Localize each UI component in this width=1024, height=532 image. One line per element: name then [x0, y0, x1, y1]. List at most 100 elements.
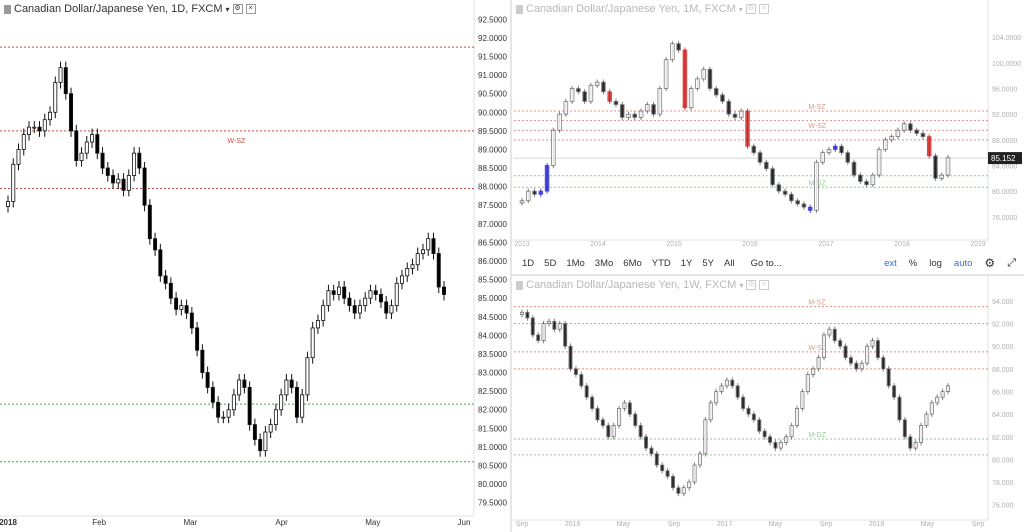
candle-body	[544, 165, 550, 192]
candle-body	[590, 396, 595, 409]
candle-body	[892, 385, 897, 398]
range-button[interactable]: 5D	[544, 257, 557, 269]
symbol-icon	[4, 4, 11, 14]
close-box-icon[interactable]: ×	[758, 4, 769, 14]
candle-body	[519, 311, 525, 316]
range-button[interactable]: All	[724, 257, 735, 269]
expand-icon[interactable]: ⤢	[1007, 256, 1016, 269]
price-tick-label: 104.0000	[992, 35, 1021, 42]
chevron-down-icon[interactable]: ▾	[739, 280, 744, 290]
price-tick-label: 88.000	[992, 367, 1014, 374]
candle-body	[821, 334, 826, 358]
candle-body	[289, 379, 294, 388]
price-tick-label: 84.5000	[478, 313, 507, 322]
price-tick-label: 90.0000	[478, 108, 507, 117]
chevron-down-icon[interactable]: ▾	[738, 4, 743, 14]
candle-body	[676, 43, 681, 51]
range-button[interactable]: 1Y	[680, 257, 693, 269]
candle-body	[645, 104, 650, 112]
candle-body	[811, 368, 816, 375]
close-box-icon[interactable]: ×	[759, 280, 770, 290]
candle-body	[626, 113, 631, 118]
symbol-icon	[516, 280, 523, 290]
horizontal-divider[interactable]	[512, 274, 1024, 276]
candle-body	[707, 68, 713, 89]
candle-body	[638, 425, 643, 438]
candle-body	[384, 301, 389, 314]
range-button[interactable]: 3Mo	[594, 257, 614, 269]
candle-body	[633, 413, 638, 426]
price-tick-label: 88.5000	[478, 164, 507, 173]
time-tick-label: 2016	[565, 521, 581, 528]
price-tick-label: 89.5000	[478, 127, 507, 136]
range-button[interactable]: 1D	[522, 257, 535, 269]
candle-body	[373, 290, 378, 295]
monthly-chart-panel[interactable]: 104.0000 100.0000 96.0000 92.0000 88.0000 84.…	[512, 0, 1024, 254]
candle-body	[703, 419, 708, 455]
price-tick-label: 84.000	[992, 412, 1014, 419]
zone-label: M-SZ	[808, 300, 826, 307]
gear-icon[interactable]: ⚙	[984, 256, 996, 270]
candle-body	[363, 297, 368, 307]
auto-toggle[interactable]: auto	[953, 257, 973, 269]
candle-body	[945, 157, 951, 176]
time-tick-label: 2015	[666, 241, 682, 248]
chevron-down-icon[interactable]: ▾	[225, 4, 230, 14]
candle-body	[32, 126, 37, 129]
candle-body	[695, 78, 700, 89]
monthly-chart[interactable]: 104.0000 100.0000 96.0000 92.0000 88.0000 84.…	[512, 0, 1024, 254]
vertical-divider[interactable]	[510, 0, 512, 532]
daily-chart-panel[interactable]: 92.5000 92.0000 91.5000 91.0000 90.5000 90.00…	[0, 0, 510, 532]
time-tick-label: Feb	[92, 518, 106, 527]
candle-body	[708, 402, 713, 421]
log-toggle[interactable]: log	[929, 257, 942, 269]
candle-body	[870, 174, 876, 186]
candle-body	[189, 312, 194, 329]
percent-toggle[interactable]: %	[908, 257, 918, 269]
range-button[interactable]: YTD	[651, 257, 671, 269]
price-tick-label: 86.000	[992, 390, 1014, 397]
weekly-chart-panel[interactable]: 94.000 92.000 90.000 88.000 86.000 84.000 82.0…	[512, 276, 1024, 532]
candle-body	[442, 286, 446, 295]
settings-box-icon[interactable]: ⚙	[745, 4, 756, 14]
weekly-chart[interactable]: 94.000 92.000 90.000 88.000 86.000 84.000 82.0…	[512, 276, 1024, 532]
candle-body	[784, 436, 789, 443]
price-tick-label: 87.5000	[478, 201, 507, 210]
time-tick-label: May	[769, 521, 783, 528]
candle-body	[607, 91, 612, 102]
candle-body	[595, 408, 600, 421]
candle-body	[237, 379, 242, 396]
close-box-icon[interactable]: ×	[245, 4, 256, 14]
zone-label: W-SZ	[228, 138, 246, 145]
ext-toggle[interactable]: ext	[884, 257, 897, 269]
candle-body	[848, 357, 853, 364]
candle-body	[310, 327, 315, 359]
candle-body	[294, 387, 299, 418]
candle-body	[751, 145, 757, 154]
range-button[interactable]: 1Mo	[566, 257, 585, 269]
candle-body	[315, 320, 320, 329]
candle-body	[782, 190, 788, 195]
candle-body	[606, 425, 611, 438]
range-button[interactable]: 5Y	[702, 257, 715, 269]
settings-box-icon[interactable]: ⚙	[746, 280, 757, 290]
price-tick-label: 83.0000	[478, 369, 507, 378]
candle-body	[926, 136, 932, 157]
candle-body	[701, 68, 706, 80]
candle-body	[795, 200, 800, 205]
settings-box-icon[interactable]: ⚙	[232, 4, 243, 14]
candle-body	[579, 374, 584, 387]
time-tick-label: 2017	[818, 241, 834, 248]
goto-button[interactable]: Go to...	[750, 257, 782, 269]
time-tick-label: 2019	[970, 241, 986, 248]
candle-body	[530, 317, 535, 336]
range-button[interactable]: 6Mo	[623, 257, 642, 269]
daily-chart[interactable]: 92.5000 92.0000 91.5000 91.0000 90.5000 90.00…	[0, 0, 510, 532]
candle-body	[687, 481, 692, 489]
candle-body	[768, 436, 773, 443]
candle-body	[697, 453, 702, 466]
candle-body	[908, 123, 913, 131]
candle-body	[746, 408, 751, 415]
candle-body	[776, 184, 782, 192]
candle-body	[713, 88, 719, 96]
